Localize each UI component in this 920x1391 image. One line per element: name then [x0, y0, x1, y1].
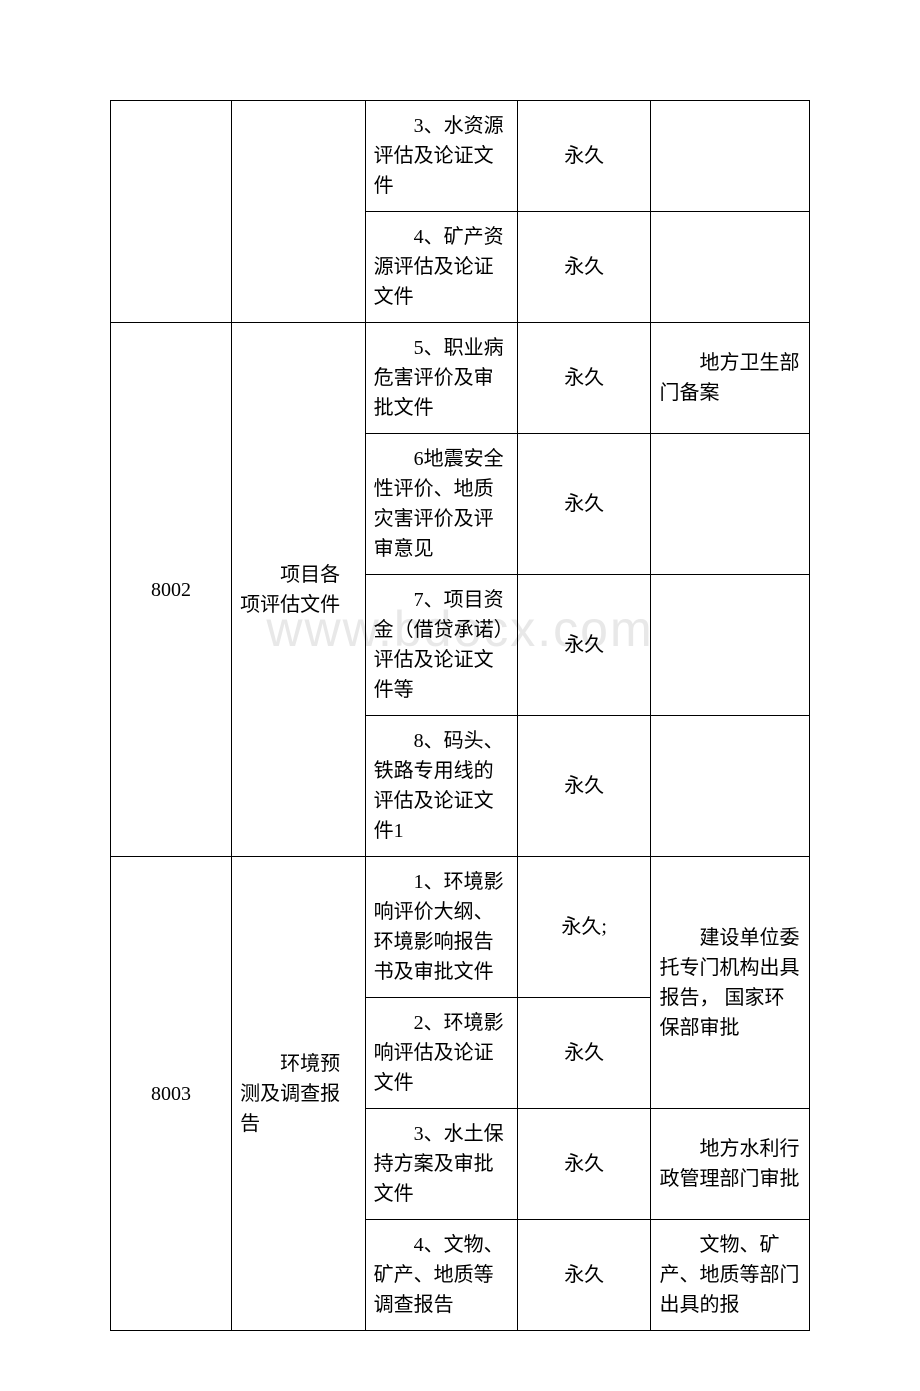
cell-item: 7、项目资金（借贷承诺）评估及论证文件等 — [365, 575, 517, 716]
cell-category: 项目各项评估文件 — [232, 323, 366, 857]
cell-remark — [651, 575, 810, 716]
cell-remark — [651, 212, 810, 323]
cell-item: 1、环境影响评价大纲、环境影响报告书及审批文件 — [365, 857, 517, 998]
cell-duration: 永久 — [517, 575, 651, 716]
cell-category — [232, 101, 366, 323]
cell-duration: 永久 — [517, 323, 651, 434]
cell-item: 5、职业病危害评价及审批文件 — [365, 323, 517, 434]
cell-duration: 永久 — [517, 1220, 651, 1331]
cell-duration: 永久 — [517, 212, 651, 323]
cell-remark: 地方卫生部门备案 — [651, 323, 810, 434]
cell-remark: 建设单位委托专门机构出具报告， 国家环保部审批 — [651, 857, 810, 1109]
table-row: 3、水资源评估及论证文件 永久 — [111, 101, 810, 212]
cell-item: 4、文物、矿产、地质等调查报告 — [365, 1220, 517, 1331]
cell-duration: 永久 — [517, 434, 651, 575]
cell-code: 8003 — [111, 857, 232, 1331]
cell-remark: 文物、矿产、地质等部门出具的报 — [651, 1220, 810, 1331]
document-table: 3、水资源评估及论证文件 永久 4、矿产资源评估及论证文件 永久 8002 项目… — [110, 100, 810, 1331]
cell-item: 3、水资源评估及论证文件 — [365, 101, 517, 212]
cell-code — [111, 101, 232, 323]
table-row: 8003 环境预测及调查报告 1、环境影响评价大纲、环境影响报告书及审批文件 永… — [111, 857, 810, 998]
cell-remark: 地方水利行政管理部门审批 — [651, 1109, 810, 1220]
cell-item: 2、环境影响评估及论证文件 — [365, 998, 517, 1109]
cell-duration: 永久; — [517, 857, 651, 998]
cell-item: 8、码头、铁路专用线的评估及论证文件1 — [365, 716, 517, 857]
cell-item: 4、矿产资源评估及论证文件 — [365, 212, 517, 323]
cell-duration: 永久 — [517, 101, 651, 212]
cell-remark — [651, 101, 810, 212]
cell-item: 6地震安全性评价、地质灾害评价及评审意见 — [365, 434, 517, 575]
cell-item: 3、水土保持方案及审批文件 — [365, 1109, 517, 1220]
cell-remark — [651, 716, 810, 857]
cell-category: 环境预测及调查报告 — [232, 857, 366, 1331]
cell-duration: 永久 — [517, 998, 651, 1109]
cell-code: 8002 — [111, 323, 232, 857]
cell-remark — [651, 434, 810, 575]
cell-duration: 永久 — [517, 716, 651, 857]
table-row: 8002 项目各项评估文件 5、职业病危害评价及审批文件 永久 地方卫生部门备案 — [111, 323, 810, 434]
cell-duration: 永久 — [517, 1109, 651, 1220]
